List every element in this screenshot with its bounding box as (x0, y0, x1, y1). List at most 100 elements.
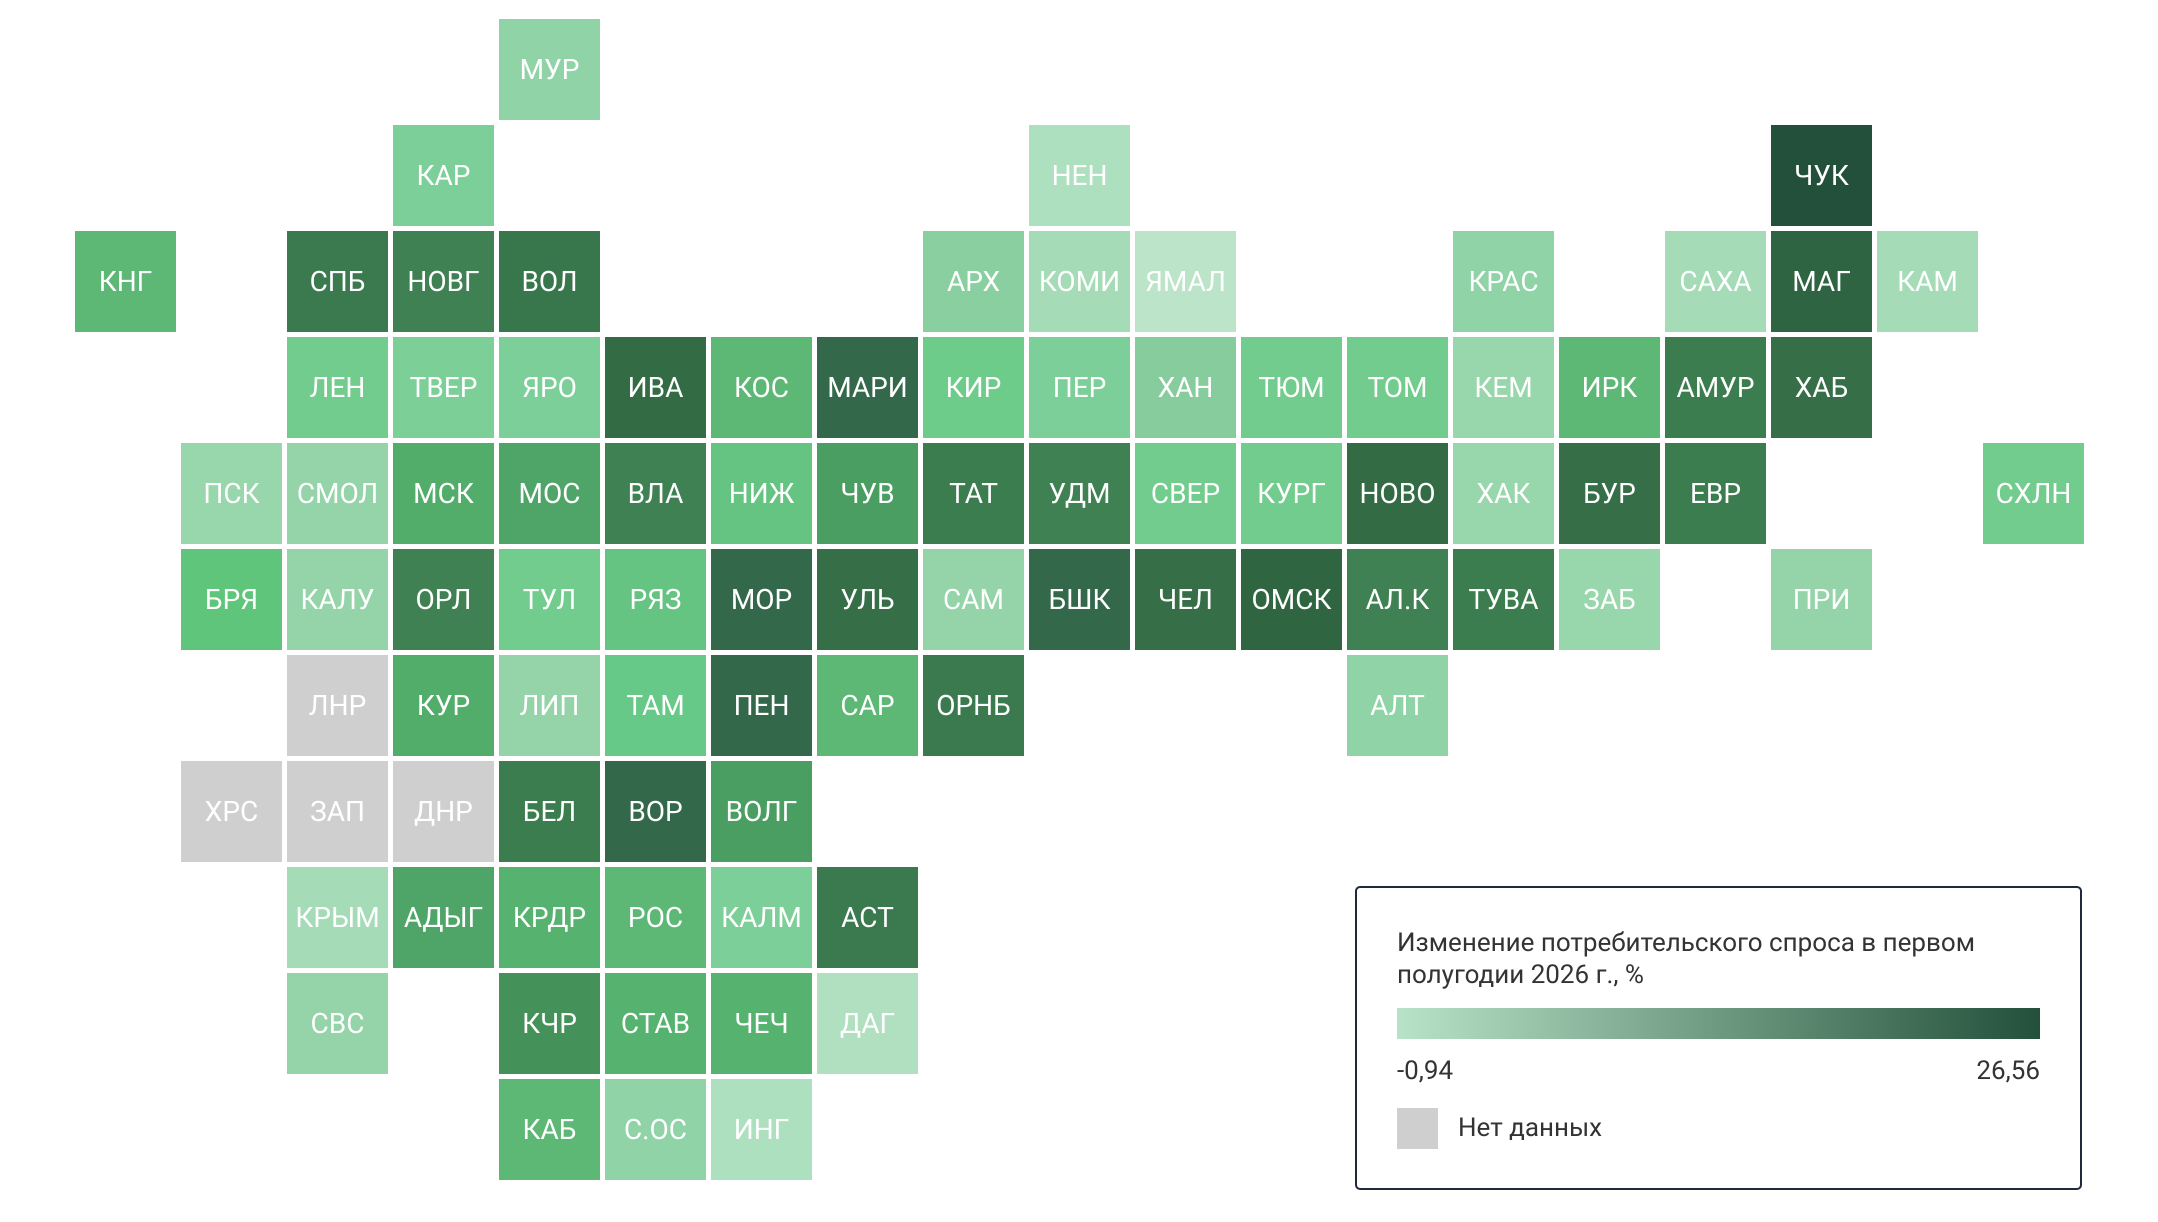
region-label: КРАС (1468, 265, 1538, 298)
region-label: АРХ (947, 265, 1000, 298)
region-label: ДАГ (840, 1007, 895, 1040)
region-tile (287, 549, 388, 650)
region-label: БЕЛ (523, 795, 576, 828)
region-tile (75, 231, 176, 332)
region-tile (1559, 443, 1660, 544)
region-label: БШК (1049, 583, 1111, 616)
region-label: КОМИ (1039, 265, 1120, 298)
region-label: ТЮМ (1258, 371, 1324, 404)
region-tile (1559, 549, 1660, 650)
region-tile (1347, 549, 1448, 650)
region-tile (1665, 231, 1766, 332)
region-label: МУР (520, 53, 580, 86)
region-tile (1347, 655, 1448, 756)
region-label: САР (840, 689, 894, 722)
region-label: АМУР (1677, 371, 1755, 404)
region-label: ЯМАЛ (1145, 265, 1226, 298)
region-label: С.ОС (624, 1113, 687, 1146)
region-label: НИЖ (729, 477, 795, 510)
region-tile (605, 655, 706, 756)
region-label: ХРС (205, 795, 258, 828)
region-tile (1241, 443, 1342, 544)
region-label: КНГ (99, 265, 153, 298)
region-tile (287, 655, 388, 756)
region-tile (923, 655, 1024, 756)
region-label: САХА (1679, 265, 1751, 298)
region-label: ТАТ (949, 477, 998, 510)
region-tile (817, 973, 918, 1074)
region-tile (923, 231, 1024, 332)
region-tile (1665, 443, 1766, 544)
region-tile (499, 337, 600, 438)
region-label: ВОЛ (521, 265, 577, 298)
region-label: КРЫМ (295, 901, 379, 934)
region-label: МОР (731, 583, 792, 616)
region-label: БРЯ (205, 583, 258, 616)
region-tile (393, 337, 494, 438)
region-label: КРДР (513, 901, 586, 934)
region-label: ТАМ (626, 689, 684, 722)
region-label: ЧУВ (840, 477, 894, 510)
region-label: КАБ (523, 1113, 577, 1146)
region-tile (711, 1079, 812, 1180)
region-label: МАРИ (827, 371, 908, 404)
region-label: ЧЕЛ (1158, 583, 1213, 616)
region-tile (499, 19, 600, 120)
region-label: ОРЛ (416, 583, 472, 616)
region-label: АЛТ (1370, 689, 1425, 722)
region-label: МОС (519, 477, 581, 510)
region-tile (605, 973, 706, 1074)
region-label: ЛИП (520, 689, 580, 722)
region-tile (499, 655, 600, 756)
region-tile (393, 549, 494, 650)
region-label: СВС (311, 1007, 365, 1040)
region-label: СВЕР (1151, 477, 1220, 510)
region-label: РЯЗ (629, 583, 681, 616)
region-label: ХАН (1158, 371, 1214, 404)
region-label: КАЛМ (721, 901, 802, 934)
region-tile (287, 231, 388, 332)
region-tile (1135, 443, 1236, 544)
region-tile (1771, 549, 1872, 650)
region-tile (1665, 337, 1766, 438)
region-tile (181, 761, 282, 862)
region-label: АЛ.К (1366, 583, 1430, 616)
region-label: ИРК (1582, 371, 1638, 404)
region-label: ЛЕН (310, 371, 366, 404)
region-tile (1029, 549, 1130, 650)
region-tile (1983, 443, 2084, 544)
region-label: НЕН (1052, 159, 1108, 192)
region-label: ХАК (1477, 477, 1531, 510)
region-tile (287, 867, 388, 968)
region-label: ЧЕЧ (734, 1007, 788, 1040)
region-tile (605, 867, 706, 968)
region-tile (287, 337, 388, 438)
region-tile (817, 655, 918, 756)
region-tile (1453, 549, 1554, 650)
region-tile (817, 549, 918, 650)
legend-min-label: -0,94 (1397, 1056, 1454, 1086)
region-tile (1135, 337, 1236, 438)
region-tile (499, 973, 600, 1074)
region-tile (1029, 337, 1130, 438)
region-tile (1135, 549, 1236, 650)
region-label: ВЛА (628, 477, 684, 510)
region-tile (1771, 337, 1872, 438)
legend-gradient (1397, 1008, 2040, 1039)
region-tile (393, 655, 494, 756)
region-tile (817, 443, 918, 544)
region-label: АДЫГ (404, 901, 483, 934)
region-tile (1877, 231, 1978, 332)
region-tile (499, 231, 600, 332)
region-tile (393, 125, 494, 226)
region-tile (181, 443, 282, 544)
region-label: УЛЬ (840, 583, 894, 616)
region-tile (499, 761, 600, 862)
region-tile (499, 549, 600, 650)
region-label: КУР (417, 689, 470, 722)
region-tile (605, 761, 706, 862)
legend-title: полугодии 2026 г., % (1397, 960, 1644, 990)
region-label: ОРНБ (936, 689, 1011, 722)
region-tile (1029, 231, 1130, 332)
region-label: ВОЛГ (726, 795, 798, 828)
